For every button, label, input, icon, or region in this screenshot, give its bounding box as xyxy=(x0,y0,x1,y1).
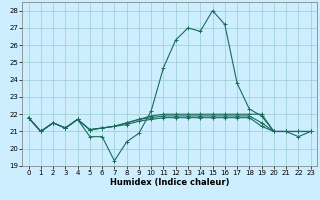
X-axis label: Humidex (Indice chaleur): Humidex (Indice chaleur) xyxy=(110,178,229,187)
